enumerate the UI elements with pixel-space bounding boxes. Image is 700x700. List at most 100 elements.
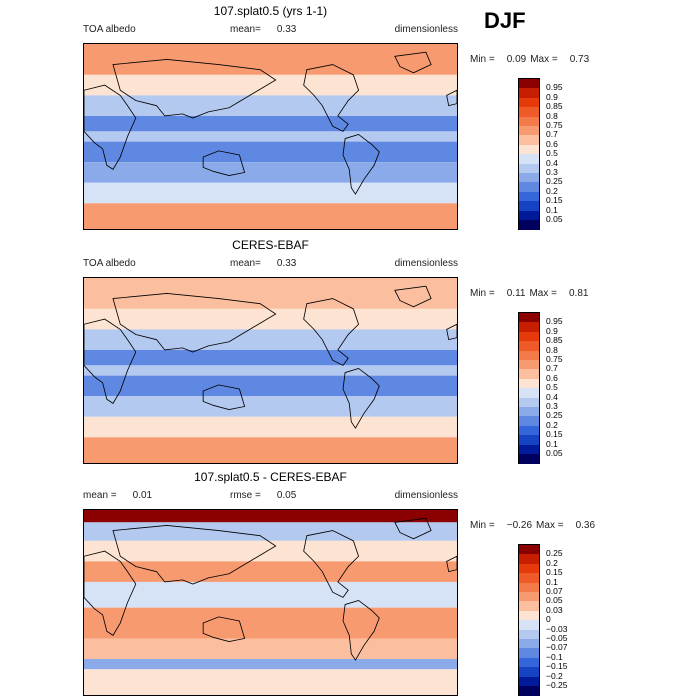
colorbar-tick-label: 0.8 [546,344,558,355]
colorbar-tick-label: 0.7 [546,129,558,140]
zonal-band [84,638,457,660]
colorbar-tick-label: 0.7 [546,363,558,374]
zonal-band [84,95,457,116]
colorbar-tick-label: 0.6 [546,372,558,383]
colorbar-swatch [519,416,539,427]
coastline [394,51,432,74]
colorbar-swatch [519,582,539,593]
colorbar-swatch [519,144,539,155]
panel-2-minmax: Min = 0.11 Max = 0.81 [470,288,589,299]
colorbar-tick-label: 0.05 [546,448,563,458]
colorbar-swatch [519,592,539,602]
coastline [112,59,277,119]
colorbar-swatch [519,331,539,342]
panel-1-mean: mean= 0.33 [230,24,297,35]
panel-2-mean: mean= 0.33 [230,258,297,269]
colorbar-swatch [519,610,539,621]
colorbar-box [518,544,540,697]
colorbar-tick-label: 0.2 [546,419,558,430]
colorbar-tick-label: 0.15 [546,429,563,440]
coastline [342,133,380,195]
colorbar-tick-label: 0.05 [546,214,563,224]
colorbar-tick-label: 0.95 [546,82,563,93]
colorbar-tick-label: 0.95 [546,316,563,327]
panel-2-map [83,277,458,464]
colorbar-swatch [519,350,539,361]
panel-3-rmse: rmse = 0.05 [230,490,297,501]
colorbar-swatch [519,639,539,649]
coastline [342,367,380,429]
panel-1-minmax: Min = 0.09 Max = 0.73 [470,54,590,65]
colorbar-swatch [519,210,539,221]
coastline [202,384,246,410]
coastline [202,616,246,642]
panel-3-mean: mean = 0.01 [83,490,153,501]
zonal-band [84,131,457,142]
colorbar-box [518,312,540,465]
colorbar-tick-label: 0.8 [546,110,558,121]
colorbar-swatch [519,676,539,687]
panel-1-variable: TOA albedo [83,24,136,35]
zonal-band [84,115,457,132]
colorbar-swatch [519,79,539,89]
colorbar-tick-label: 0.03 [546,604,563,615]
colorbar-swatch [519,201,539,212]
panel-2-variable: TOA albedo [83,258,136,269]
coastline [394,517,432,540]
coastline [303,530,360,598]
colorbar-tick-label: 0.75 [546,354,563,364]
colorbar-swatch [519,601,539,612]
colorbar-tick-label: 0.3 [546,401,558,411]
colorbar-tick-label: 0 [546,614,551,625]
coastline [202,150,246,176]
panel-3-units: dimensionless [394,490,458,501]
coastline [112,293,277,353]
panel-2-units: dimensionless [394,258,458,269]
colorbar-tick-label: 0.15 [546,567,563,578]
zonal-band [84,365,457,376]
colorbar-tick-label: 0.4 [546,391,558,402]
colorbar-swatch [519,135,539,146]
coastline [303,298,360,366]
colorbar-swatch [519,388,539,399]
zonal-band [84,669,457,695]
colorbar-tick-label: 0.9 [546,91,558,102]
zonal-band [84,375,457,397]
colorbar-swatch [519,648,539,659]
panel-1-map [83,43,458,230]
colorbar-tick-label: 0.1 [546,438,558,449]
panel-3-map [83,509,458,696]
colorbar-swatch [519,97,539,108]
coastline [84,550,137,636]
colorbar-swatch [519,107,539,118]
colorbar-swatch [519,313,539,323]
colorbar-swatch [519,88,539,99]
zonal-band [84,308,457,330]
colorbar-swatch [519,573,539,584]
colorbar-swatch [519,407,539,417]
colorbar-tick-label: 0.25 [546,176,563,187]
colorbar-swatch [519,629,539,640]
colorbar-swatch [519,554,539,565]
colorbar-tick-label: −0.03 [546,623,568,634]
colorbar-tick-label: −0.07 [546,642,568,653]
colorbar-swatch [519,454,539,464]
panel-3-minmax: Min = −0.26 Max = 0.36 [470,520,596,531]
colorbar-tick-label: 0.4 [546,157,558,168]
zonal-band [84,540,457,562]
panel-3-title: 107.splat0.5 - CERES-EBAF [194,470,347,484]
zonal-band [84,416,457,438]
colorbar-swatch [519,322,539,333]
colorbar-tick-label: 0.9 [546,325,558,336]
colorbar-swatch [519,163,539,174]
colorbar-tick-label: 0.6 [546,138,558,149]
colorbar-tick-label: 0.1 [546,204,558,215]
colorbar-tick-label: 0.05 [546,595,563,606]
colorbar-swatch [519,173,539,183]
colorbar-tick-label: −0.15 [546,661,568,672]
colorbar-tick-label: −0.2 [546,670,563,681]
colorbar-swatch [519,341,539,352]
coastline [446,89,457,107]
colorbar-tick-label: 0.5 [546,148,558,159]
zonal-band [84,329,457,350]
